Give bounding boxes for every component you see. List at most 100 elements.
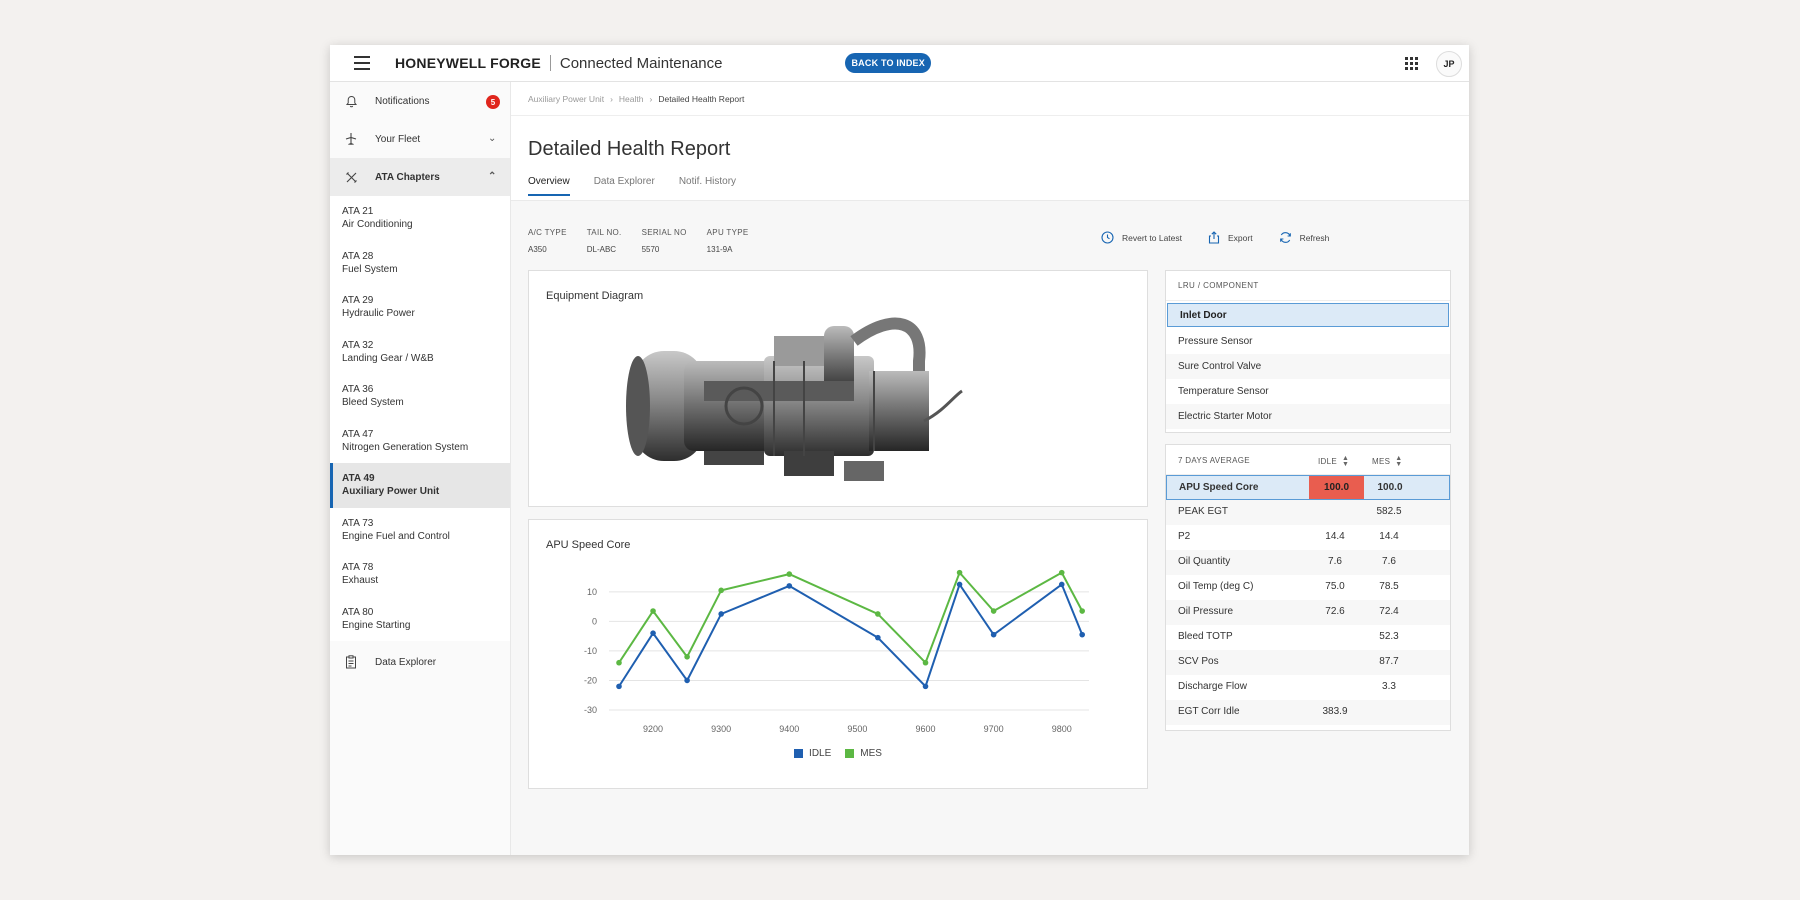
tools-icon (344, 170, 358, 184)
component-item-temperature-sensor[interactable]: Temperature Sensor (1178, 386, 1269, 397)
chapter-item-ata-73[interactable]: ATA 73 Engine Fuel and Control (342, 517, 450, 542)
table-row[interactable]: PEAK EGT 582.5 (1166, 500, 1450, 525)
chart-legend: IDLE MES (529, 748, 1147, 759)
column-header-mes[interactable]: MES ▲ ▼ (1372, 455, 1403, 468)
table-row[interactable]: APU Speed Core 100.0 100.0 (1166, 475, 1450, 500)
apu-speed-core-chart: 10 0 -10 -20 -30 9200 9300 9400 9500 9600 9700 9800 (584, 569, 1089, 734)
data-point-mes (1058, 569, 1065, 576)
chapter-item-ata-32[interactable]: ATA 32 Landing Gear / W&B (342, 339, 434, 364)
main-content: Auxiliary Power Unit › Health › Detailed… (511, 82, 1469, 855)
clock-icon (1101, 231, 1114, 244)
meta-tail-no: TAIL NO. DL-ABC (586, 228, 622, 254)
component-item-pressure-sensor[interactable]: Pressure Sensor (1178, 336, 1253, 347)
apu-speed-core-panel: APU Speed Core 10 0 -10 -20 -30 9200 9300 9400 9… (528, 519, 1148, 789)
breadcrumb: Auxiliary Power Unit › Health › Detailed… (511, 82, 1469, 116)
refresh-icon (1279, 231, 1292, 244)
data-point-idle (650, 630, 656, 636)
component-item-inlet-door[interactable]: Inlet Door (1167, 303, 1449, 327)
data-point-idle (922, 683, 929, 690)
chapter-item-ata-78[interactable]: ATA 78 Exhaust (342, 562, 379, 586)
refresh-button[interactable]: Refresh (1279, 231, 1329, 244)
sidebar-item-label: Data Explorer (375, 656, 437, 668)
table-row[interactable]: Discharge Flow 3.3 (1178, 681, 1396, 692)
table-row[interactable]: Bleed TOTP 52.3 (1178, 631, 1399, 642)
data-point-idle (616, 683, 622, 690)
bell-icon (344, 94, 358, 108)
chapter-item-ata-49[interactable]: ATA 49 Auxiliary Power Unit (330, 463, 510, 508)
column-header-idle[interactable]: IDLE ▲ ▼ (1318, 455, 1350, 468)
chapter-item-ata-28[interactable]: ATA 28 Fuel System (342, 250, 398, 275)
chapter-item-ata-36[interactable]: ATA 36 Bleed System (342, 384, 404, 408)
breadcrumb-separator: › (610, 93, 613, 104)
meta-apu-type: APU TYPE 131-9A (706, 228, 749, 254)
top-bar: HONEYWELL FORGE Connected Maintenance BA… (330, 45, 1469, 82)
breadcrumb-item-current: Detailed Health Report (658, 93, 745, 104)
tab-data-explorer[interactable]: Data Explorer (593, 176, 655, 187)
chevron-up-icon[interactable]: ⌃ (488, 171, 497, 182)
back-to-index-button[interactable]: BACK TO INDEX (845, 53, 931, 73)
legend-item-idle[interactable]: IDLE (794, 748, 831, 759)
export-icon (1208, 231, 1220, 244)
data-point-idle (684, 677, 690, 684)
report-actions: Revert to Latest Export Refresh (1101, 231, 1355, 244)
chapter-item-ata-80[interactable]: ATA 80 Engine Starting (342, 606, 411, 631)
data-point-idle (1079, 631, 1085, 638)
legend-item-mes[interactable]: MES (845, 748, 882, 759)
sort-icon: ▲ ▼ (1342, 455, 1350, 468)
data-point-idle (875, 634, 881, 641)
component-list: Inlet Door Pressure Sensor Sure Control … (1166, 303, 1450, 429)
user-avatar[interactable]: JP (1436, 51, 1462, 77)
chapter-item-ata-47[interactable]: ATA 47 Nitrogen Generation System (342, 428, 469, 453)
breadcrumb-item-health[interactable]: Health (618, 93, 644, 104)
data-point-mes (684, 654, 690, 660)
app-window: HONEYWELL FORGE Connected Maintenance BA… (330, 45, 1469, 855)
table-row[interactable]: Oil Temp (deg C) 75.0 78.5 (1178, 581, 1399, 592)
tab-notif-history[interactable]: Notif. History (678, 176, 737, 187)
chart-title: APU Speed Core (546, 539, 631, 551)
y-tick-label: 10 (587, 587, 597, 597)
export-button[interactable]: Export (1208, 231, 1253, 244)
sidebar-item-your-fleet[interactable]: Your Fleet ⌄ (330, 120, 510, 158)
legend-swatch-idle (794, 749, 804, 758)
chapter-item-ata-21[interactable]: ATA 21 Air Conditioning (342, 206, 413, 230)
data-point-mes (922, 659, 929, 666)
component-item-sure-control-valve[interactable]: Sure Control Valve (1166, 354, 1450, 379)
table-row[interactable]: SCV Pos 87.7 (1166, 650, 1450, 675)
tab-overview[interactable]: Overview (528, 176, 570, 196)
data-point-mes (650, 608, 656, 614)
chapter-item-ata-29[interactable]: ATA 29 Hydraulic Power (342, 295, 415, 319)
tab-bar: Overview Data Explorer Notif. History (528, 176, 760, 196)
revert-to-latest-button[interactable]: Revert to Latest (1101, 231, 1182, 244)
x-tick-label: 9400 (779, 724, 799, 734)
table-row[interactable]: Oil Quantity 7.6 7.6 (1166, 550, 1450, 575)
table-row[interactable]: Oil Pressure 72.6 72.4 (1166, 600, 1450, 625)
seven-day-average-table: 7 DAYS AVERAGE IDLE ▲ ▼ MES ▲ ▼ APU Speed Co… (1165, 444, 1451, 731)
clipboard-icon (344, 655, 358, 669)
apps-grid-icon[interactable] (1405, 57, 1418, 70)
table-row[interactable]: EGT Corr Idle 383.9 (1166, 700, 1450, 725)
sidebar-item-data-explorer[interactable]: Data Explorer (330, 643, 510, 681)
hamburger-menu-icon[interactable] (354, 56, 370, 70)
sidebar: Notifications 5 Your Fleet ⌄ ATA Chapter… (330, 82, 511, 855)
component-list-header: LRU / COMPONENT (1166, 271, 1450, 301)
data-point-idle (718, 611, 724, 617)
table-body: APU Speed Core 100.0 100.0 PEAK EGT 582.5 P… (1166, 475, 1450, 725)
component-item-electric-starter-motor[interactable]: Electric Starter Motor (1166, 404, 1450, 429)
panel-title: Equipment Diagram (546, 290, 644, 302)
data-point-idle (1058, 581, 1065, 588)
sidebar-item-notifications[interactable]: Notifications 5 (330, 82, 510, 120)
overview-content: A/C TYPE A350 TAIL NO. DL-ABC SERIAL NO 557… (511, 200, 1469, 855)
notification-count-badge: 5 (486, 95, 500, 109)
x-tick-label: 9600 (916, 724, 936, 734)
ata-chapter-list: ATA 21 Air Conditioning ATA 28 Fuel System… (330, 196, 510, 641)
brand-logo: HONEYWELL FORGE (395, 55, 541, 71)
x-tick-label: 9300 (711, 724, 731, 734)
sidebar-item-label: Notifications (375, 95, 430, 107)
sidebar-item-label: Your Fleet (375, 133, 421, 145)
sidebar-item-ata-chapters[interactable]: ATA Chapters ⌃ (330, 158, 510, 196)
chevron-down-icon[interactable]: ⌄ (488, 133, 497, 144)
y-tick-label: -10 (584, 646, 597, 656)
breadcrumb-item-apu[interactable]: Auxiliary Power Unit (528, 93, 605, 104)
x-tick-label: 9200 (643, 724, 663, 734)
table-row[interactable]: P2 14.4 14.4 (1178, 531, 1399, 542)
